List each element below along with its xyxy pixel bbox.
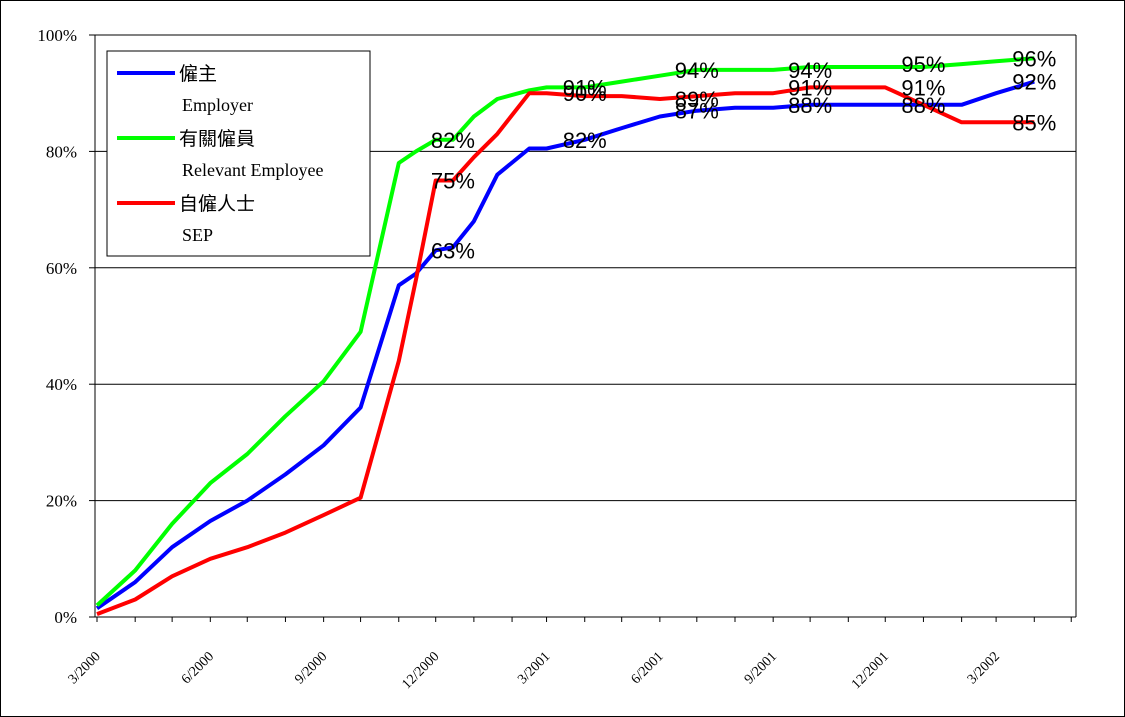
x-tick-label: 3/2002: [965, 649, 1003, 687]
y-tick-label: 0%: [54, 608, 77, 627]
data-label: 82%: [563, 128, 607, 153]
series-line-1: [95, 79, 1035, 610]
data-label: 91%: [901, 75, 945, 100]
data-label: 82%: [431, 128, 475, 153]
x-tick-label: 9/2001: [742, 649, 780, 687]
legend-box: [106, 50, 371, 257]
series-line-3: [96, 85, 1035, 616]
data-label: 75%: [431, 169, 475, 194]
series-lines: [95, 56, 1035, 616]
data-label: 95%: [901, 52, 945, 77]
data-label: 90%: [563, 81, 607, 106]
x-tick-label: 12/2000: [399, 649, 442, 692]
x-tick-label: 6/2001: [629, 649, 667, 687]
legend: 僱主 Employer 有關僱員 Relevant Employee 自僱人士 SEP: [106, 50, 371, 257]
data-label: 63%: [431, 238, 475, 263]
legend-label-zh: 自僱人士: [179, 193, 255, 215]
legend-label-en: Employer: [182, 95, 253, 115]
legend-label-en: SEP: [182, 225, 213, 245]
y-tick-label: 20%: [46, 492, 77, 511]
x-tick-label: 9/2000: [292, 649, 330, 687]
x-tick-label: 3/2001: [515, 649, 553, 687]
y-tick-label: 60%: [46, 259, 77, 278]
gridlines: [95, 150, 1076, 502]
data-label: 91%: [788, 75, 832, 100]
data-label: 88%: [788, 93, 832, 118]
data-label: 88%: [901, 93, 945, 118]
data-label: 92%: [1012, 70, 1056, 95]
legend-label-zh: 僱主: [179, 63, 217, 85]
data-label: 94%: [675, 58, 719, 83]
x-tick-label: 6/2000: [179, 649, 217, 687]
data-label: 87%: [675, 99, 719, 124]
data-label: 89%: [675, 87, 719, 112]
legend-label-zh: 有關僱員: [179, 128, 255, 150]
data-label: 85%: [1012, 110, 1056, 135]
x-tick-label: 3/2000: [66, 649, 104, 687]
series-line-2: [95, 56, 1035, 607]
legend-label-en: Relevant Employee: [182, 160, 323, 180]
x-tick-label: 12/2001: [849, 649, 892, 692]
y-tick-label: 100%: [37, 26, 77, 45]
data-label: 94%: [788, 58, 832, 83]
y-tick-label: 80%: [46, 142, 77, 161]
data-labels: 91%90%82%82%75%63%94%89%87%94%91%88%95%9…: [431, 46, 1056, 263]
data-label: 96%: [1012, 46, 1056, 71]
data-label: 91%: [563, 75, 607, 100]
y-tick-label: 40%: [46, 375, 77, 394]
